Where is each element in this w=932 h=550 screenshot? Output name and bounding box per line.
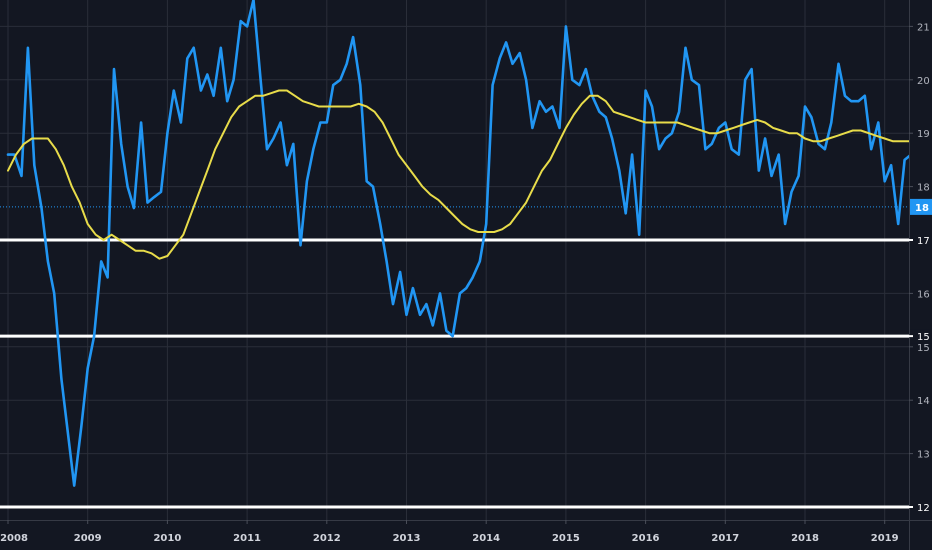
horizontal-levels[interactable] xyxy=(0,238,909,509)
moving-average-line xyxy=(7,89,909,260)
main-series-line xyxy=(6,0,909,487)
horizontal-level-labels: 17 15 12 xyxy=(909,233,932,514)
last-price-badge: 18 xyxy=(910,198,932,215)
y-tick-label: 19 xyxy=(917,129,930,140)
last-price-badge-text: 18 xyxy=(915,203,929,214)
x-tick-label: 2008 xyxy=(0,533,28,544)
y-tick-label: 18 xyxy=(917,183,930,194)
level-label: 17 xyxy=(917,236,930,247)
y-tick-label: 15 xyxy=(917,343,930,354)
x-tick-label: 2011 xyxy=(233,533,261,544)
level-label-box xyxy=(910,500,932,514)
x-tick-label: 2010 xyxy=(153,533,181,544)
x-tick-label: 2015 xyxy=(552,533,580,544)
y-tick-label: 13 xyxy=(917,450,930,461)
x-axis-ticks: 2008 2009 2010 2011 2012 2013 2014 2015 2016 2017… xyxy=(0,520,899,544)
y-tick-label: 16 xyxy=(917,289,930,300)
level-label: 12 xyxy=(917,503,930,514)
x-tick-label: 2012 xyxy=(313,533,341,544)
series-layer xyxy=(6,0,909,487)
x-tick-label: 2016 xyxy=(632,533,660,544)
last-price-badge-box xyxy=(910,198,932,215)
y-tick-label: 21 xyxy=(917,22,930,33)
level-label-box xyxy=(910,329,932,344)
x-tick-label: 2009 xyxy=(74,533,102,544)
x-tick-label: 2017 xyxy=(711,533,739,544)
x-tick-label: 2014 xyxy=(472,533,500,544)
y-tick-label: 20 xyxy=(917,76,930,87)
x-tick-label: 2013 xyxy=(393,533,421,544)
x-tick-label: 2018 xyxy=(791,533,819,544)
x-tick-label: 2019 xyxy=(871,533,899,544)
y-tick-label: 14 xyxy=(917,396,930,407)
level-label: 15 xyxy=(917,332,930,343)
level-label-box xyxy=(910,233,932,247)
